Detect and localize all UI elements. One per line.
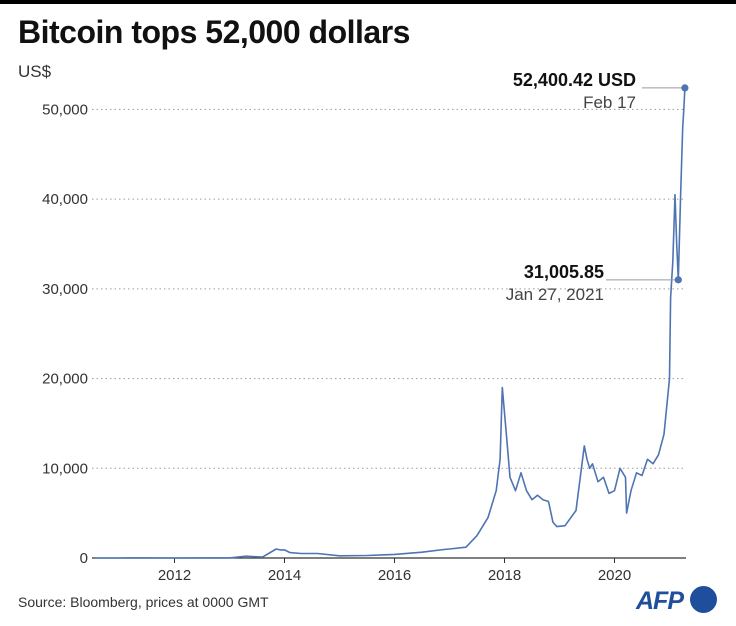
y-tick-label: 30,000 bbox=[42, 281, 88, 298]
annotation-value: 31,005.85 bbox=[524, 262, 604, 282]
series bbox=[94, 87, 686, 559]
x-tick-label: 2018 bbox=[488, 567, 521, 584]
x-tick-label: 2016 bbox=[378, 567, 411, 584]
y-tick-label: 40,000 bbox=[42, 191, 88, 208]
y-tick-label: 50,000 bbox=[42, 101, 88, 118]
annotation-date: Feb 17 bbox=[583, 93, 636, 112]
annotation-point bbox=[674, 276, 682, 284]
annotation-date: Jan 27, 2021 bbox=[506, 285, 604, 304]
annotations: 52,400.42 USD Feb 17 31,005.85 Jan 27, 2021 bbox=[506, 70, 689, 304]
top-rule bbox=[0, 0, 736, 4]
annotation-value: 52,400.42 USD bbox=[513, 70, 636, 90]
y-tick-label: 20,000 bbox=[42, 371, 88, 388]
axes: 0 10,000 20,000 30,000 40,000 50,000 2012 2014 2… bbox=[42, 101, 686, 584]
x-tick-label: 2014 bbox=[268, 567, 301, 584]
afp-logo-dot-icon bbox=[690, 586, 717, 613]
source-note: Source: Bloomberg, prices at 0000 GMT bbox=[18, 594, 269, 610]
gridlines bbox=[92, 108, 686, 469]
x-tick-label: 2012 bbox=[158, 567, 191, 584]
afp-logo: AFP bbox=[636, 586, 726, 616]
y-tick-label: 0 bbox=[80, 550, 88, 567]
annotation-point bbox=[681, 84, 689, 92]
y-axis-unit: US$ bbox=[18, 62, 52, 81]
chart-title: Bitcoin tops 52,000 dollars bbox=[18, 14, 410, 50]
price-series-line bbox=[94, 87, 686, 559]
y-tick-label: 10,000 bbox=[42, 460, 88, 477]
x-tick-label: 2020 bbox=[598, 567, 631, 584]
afp-logo-text: AFP bbox=[636, 587, 684, 615]
